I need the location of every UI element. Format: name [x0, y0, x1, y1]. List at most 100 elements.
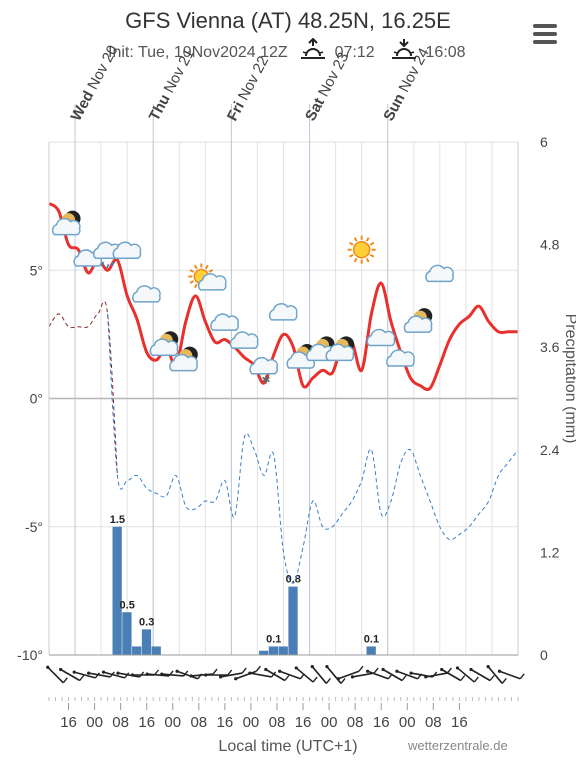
wind-head — [72, 670, 76, 674]
wind-head — [264, 667, 268, 672]
sun-cloud-icon — [188, 263, 227, 291]
wind-barb — [310, 664, 331, 684]
day-label: Sun Nov 24 — [380, 45, 433, 124]
dewpoint-series — [48, 300, 519, 584]
wind-feather — [227, 669, 233, 676]
y-right-tick: 0 — [540, 647, 548, 663]
y-left-tick: -10° — [17, 647, 43, 663]
wind-feather — [241, 667, 247, 674]
wind-feather — [79, 675, 85, 681]
day-date: Nov 20 — [84, 43, 121, 93]
x-tick-label: 00 — [321, 714, 338, 731]
wind-barb — [294, 666, 318, 683]
wind-head — [455, 666, 460, 670]
wind-head — [310, 664, 314, 669]
wind-shaft — [220, 672, 243, 678]
sun-ray — [193, 283, 198, 289]
sun-ray — [353, 257, 358, 263]
precip-bar — [141, 629, 152, 655]
day-labels: Wed Nov 20 Thu Nov 21 Fri Nov 22 Sat Nov 23… — [68, 43, 433, 124]
wind-feather — [325, 677, 331, 684]
precip-bar — [288, 586, 298, 655]
wind-head — [160, 672, 164, 676]
wind-barb — [59, 667, 85, 682]
wind-barb — [160, 670, 189, 677]
sun-ray — [193, 264, 198, 270]
wind-head — [101, 670, 106, 674]
cloud-icon — [268, 303, 298, 321]
snowflake: ✱ — [261, 374, 270, 387]
cloud-shape — [229, 331, 259, 349]
wind-head — [46, 665, 50, 669]
sun-ray — [189, 280, 195, 284]
sunset-icon — [391, 38, 417, 67]
precipitation-bars: 1.5 0.5 0.3 0.1 0.8 0.1 — [110, 514, 379, 655]
wind-head — [409, 671, 413, 675]
cloud-icon — [425, 264, 454, 283]
cloud-icon — [386, 349, 415, 367]
wind-head — [469, 667, 473, 672]
day-date: Nov 23 — [315, 50, 352, 100]
cloud-moon-icon — [169, 346, 198, 372]
chart-title: GFS Vienna (AT) 48.25N, 16.25E — [125, 8, 451, 33]
wind-shaft — [279, 670, 301, 680]
wind-head — [145, 672, 149, 676]
sunrise-icon — [300, 37, 326, 67]
cloud-shape — [112, 241, 142, 260]
day-date: Nov 24 — [396, 45, 433, 95]
rain-drop — [110, 261, 115, 267]
cloud-moon-icon — [403, 308, 433, 333]
day-label: Sat Nov 23 — [302, 50, 352, 124]
wind-shaft — [265, 668, 286, 682]
cloud-moon-icon — [149, 331, 179, 356]
wind-barb — [469, 667, 495, 682]
menu-icon[interactable] — [533, 24, 557, 46]
cloud-shape — [403, 315, 433, 333]
precip-bar — [268, 646, 279, 655]
wind-head — [497, 669, 502, 673]
cloud-shape — [132, 285, 161, 303]
x-tick-label: 08 — [347, 714, 364, 731]
precip-bar — [112, 526, 122, 655]
wind-feather — [401, 675, 407, 681]
init-text: Init: Tue, 19Nov2024 12Z — [108, 43, 288, 61]
wind-shaft — [60, 668, 81, 682]
precip-bar — [151, 646, 161, 655]
wind-barb — [264, 667, 290, 682]
wind-barb — [497, 669, 525, 680]
cloud-shape — [249, 356, 279, 375]
sun-ray — [208, 269, 214, 273]
y-left-tick: -5° — [25, 519, 43, 535]
wind-feather — [460, 675, 466, 681]
wind-shaft — [249, 672, 272, 678]
wind-shaft — [235, 670, 257, 680]
precip-label: 1.5 — [110, 514, 125, 526]
wind-feather — [501, 677, 507, 684]
y-right-tick: 6 — [540, 134, 548, 150]
wind-barb — [336, 665, 364, 681]
sun-ray — [349, 241, 354, 246]
credit-link[interactable]: wetterzentrale.de — [408, 738, 508, 753]
precip-label: 0.3 — [139, 616, 154, 628]
sun-ray — [353, 237, 358, 242]
wind-head — [218, 675, 223, 679]
weather-icons: ✱ — [51, 210, 454, 387]
wind-head — [424, 675, 428, 679]
cloud-icon — [132, 285, 161, 303]
wind-shaft — [47, 666, 64, 684]
wind-barb — [46, 665, 68, 684]
wind-shaft — [425, 672, 448, 678]
wind-feather — [489, 675, 495, 681]
cloud-icon — [210, 313, 239, 331]
wind-head — [440, 667, 444, 672]
wind-feather — [519, 673, 525, 680]
cloud-shape — [268, 303, 298, 321]
day-date: Nov 22 — [235, 53, 272, 103]
x-tick-label: 16 — [138, 714, 155, 731]
wind-shaft — [295, 667, 314, 683]
precip-bar — [132, 646, 142, 655]
precip-bar — [259, 650, 269, 655]
wind-shaft — [326, 666, 342, 684]
wind-shaft — [441, 668, 462, 682]
